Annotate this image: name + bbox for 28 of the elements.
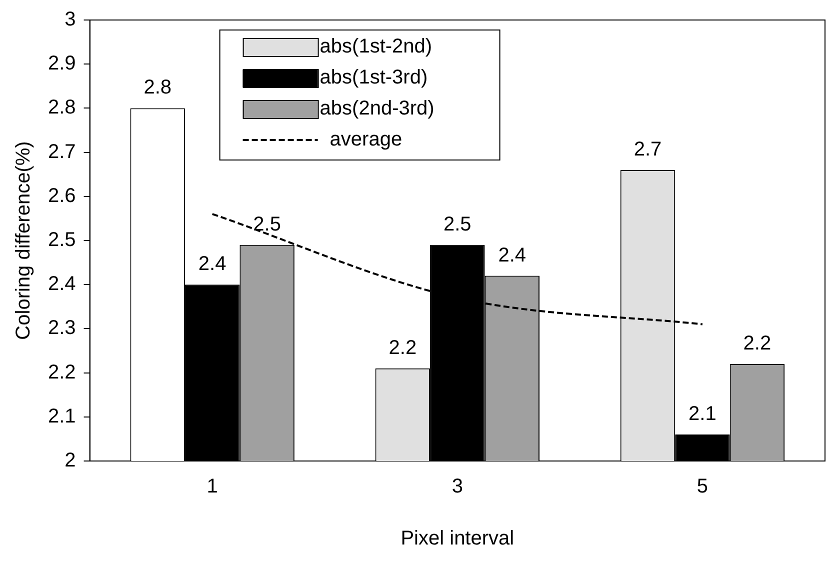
y-tick-label: 2.6 [48,184,76,207]
y-tick-label: 2.5 [48,229,76,252]
data-label: 2.4 [198,253,226,276]
y-tick-label: 2.1 [48,405,76,428]
y-tick-label: 2.7 [48,140,76,163]
y-tick-label: 3 [64,8,76,31]
y-tick-label: 2.9 [48,52,76,75]
y-tick-label: 2.4 [48,273,76,296]
x-tick-label: 1 [206,476,218,498]
data-label: 2.4 [498,244,526,266]
y-tick-label: 2.8 [48,96,76,119]
y-axis-title: Coloring difference(%) [12,141,35,340]
legend-label: abs(1st-3rd) [320,66,428,89]
data-label: 2.2 [388,336,417,359]
data-label: 2.8 [144,76,172,99]
x-tick-label: 5 [696,476,708,498]
legend-label: abs(1st-2nd) [320,36,432,58]
x-tick-label: 3 [452,476,463,498]
data-label: 2.2 [743,332,772,354]
legend-label: average [330,128,402,151]
data-label: 2.5 [443,213,472,236]
y-tick-label: 2.3 [48,317,76,340]
y-tick-label: 2 [64,450,76,472]
data-label: 2.1 [688,403,716,426]
legend-label: abs(2nd-3rd) [320,98,434,120]
x-axis-title: Pixel interval [400,528,514,550]
data-label: 2.7 [634,138,662,160]
y-tick-label: 2.2 [48,361,76,384]
